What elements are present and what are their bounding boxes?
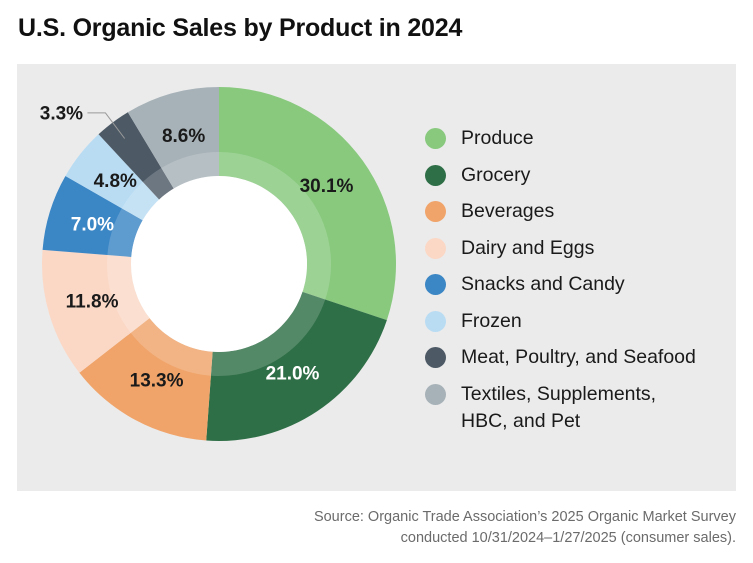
slice-dairy-and-eggs [41, 249, 150, 373]
legend-label: Frozen [461, 309, 522, 332]
legend-swatch [425, 164, 446, 186]
source-line-2: conducted 10/31/2024–1/27/2025 (consumer… [400, 530, 736, 546]
data-label-textiles-supplements-hbc-and-pet: 8.6% [162, 126, 205, 147]
data-label-meat-poultry-and-seafood: 3.3% [40, 103, 83, 124]
legend-item-grocery: Grocery [425, 162, 696, 189]
data-label-frozen: 4.8% [94, 171, 137, 192]
legend-item-dairy-and-eggs: Dairy and Eggs [425, 235, 696, 262]
legend-item-frozen: Frozen [425, 308, 696, 335]
donut-inner-highlight [107, 152, 331, 376]
legend-swatch [425, 237, 446, 259]
legend-item-produce: Produce [425, 125, 696, 152]
legend-label: Beverages [461, 200, 555, 222]
slice-frozen [65, 134, 160, 221]
slice-snacks-and-candy [42, 175, 143, 257]
legend-swatch [425, 128, 446, 149]
legend-label: Snacks and Candy [461, 273, 625, 295]
legend-item-textiles-supplements-hbc-and-pet: Textiles, Supplements, HBC, and Pet [425, 381, 696, 435]
legend-swatch [425, 310, 446, 332]
donut-hole [131, 176, 307, 352]
legend-item-meat-poultry-and-seafood: Meat, Poultry, and Seafood [425, 344, 696, 371]
slice-grocery [206, 291, 387, 441]
data-label-beverages: 13.3% [130, 370, 184, 391]
data-label-dairy-and-eggs: 11.8% [66, 292, 119, 313]
chart-title: U.S. Organic Sales by Product in 2024 [18, 14, 463, 42]
legend-label: Grocery [461, 163, 531, 186]
legend-item-snacks-and-candy: Snacks and Candy [425, 271, 696, 298]
slice-meat-poultry-and-seafood [98, 112, 174, 200]
legend-label: Meat, Poultry, and Seafood [461, 346, 696, 368]
legend-swatch [425, 383, 446, 405]
slice-produce [219, 87, 396, 321]
legend-swatch [425, 347, 446, 368]
legend-swatch [425, 201, 446, 222]
data-label-produce: 30.1% [300, 176, 354, 197]
slice-beverages [79, 318, 213, 441]
legend-swatch [425, 274, 446, 295]
leader-line-meat-poultry-and-seafood [87, 112, 126, 139]
data-label-snacks-and-candy: 7.0% [71, 214, 114, 235]
source-line-1: Source: Organic Trade Association’s 2025… [313, 509, 736, 525]
chart-legend: Produce Grocery Beverages Dairy and Eggs Sna… [425, 125, 696, 444]
source-note: Source: Organic Trade Association’s 2025… [314, 507, 736, 549]
legend-label: Produce [461, 127, 534, 149]
slice-textiles-supplements-hbc-and-pet [127, 87, 219, 189]
legend-label: Textiles, Supplements, HBC, and Pet [461, 382, 657, 432]
data-label-grocery: 21.0% [266, 364, 320, 385]
legend-item-beverages: Beverages [425, 198, 696, 225]
legend-label: Dairy and Eggs [461, 236, 595, 259]
